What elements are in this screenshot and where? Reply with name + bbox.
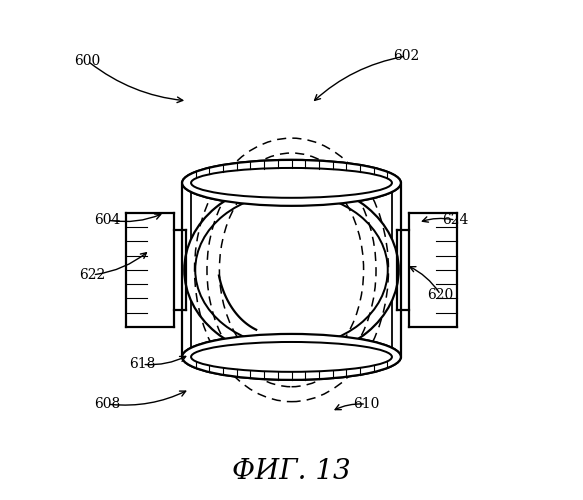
Ellipse shape <box>182 334 401 380</box>
Text: 618: 618 <box>129 358 156 372</box>
Text: 602: 602 <box>393 49 419 63</box>
Text: 622: 622 <box>79 268 106 282</box>
Text: 600: 600 <box>75 54 101 68</box>
Text: 604: 604 <box>94 213 121 227</box>
Text: 608: 608 <box>94 397 121 411</box>
Text: ФИГ. 13: ФИГ. 13 <box>232 458 351 485</box>
Text: 624: 624 <box>442 213 469 227</box>
Ellipse shape <box>184 182 399 358</box>
Text: 620: 620 <box>427 288 454 302</box>
Text: 610: 610 <box>353 397 380 411</box>
Ellipse shape <box>182 160 401 206</box>
